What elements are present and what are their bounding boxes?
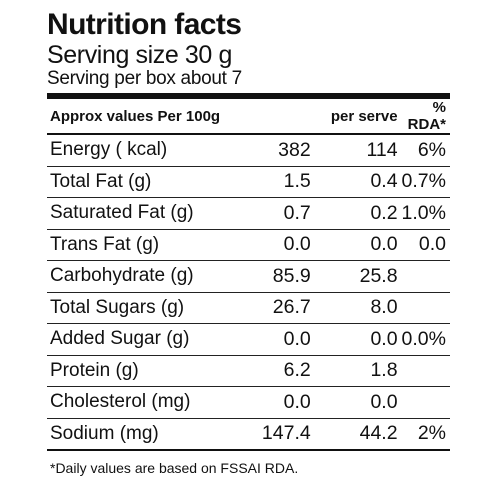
value-per-serve: 0.4 <box>314 166 402 198</box>
table-row: Protein (g) 6.2 1.8 <box>47 355 450 387</box>
value-per-100g: 0.0 <box>207 386 315 419</box>
nutrient-name: Cholesterol (mg) <box>47 386 208 419</box>
value-per-100g: 0.0 <box>207 323 315 356</box>
value-rda: 2% <box>401 418 450 451</box>
table-row: Added Sugar (g) 0.0 0.0 0.0% <box>47 323 450 356</box>
table-row: Sodium (mg) 147.4 44.2 2% <box>47 418 450 451</box>
nutrient-name: Energy ( kcal) <box>47 134 208 167</box>
nutrient-name: Saturated Fat (g) <box>47 197 208 230</box>
nutrient-name: Sodium (mg) <box>47 418 208 451</box>
table-row: Trans Fat (g) 0.0 0.0 0.0 <box>47 229 450 261</box>
value-per-serve: 0.0 <box>314 386 402 419</box>
table-row: Saturated Fat (g) 0.7 0.2 1.0% <box>47 197 450 230</box>
value-rda <box>401 292 450 324</box>
value-per-serve: 0.2 <box>314 197 402 230</box>
value-rda: 0.0 <box>401 229 450 261</box>
value-per-serve: 8.0 <box>314 292 402 324</box>
header-per-serve: per serve <box>314 99 402 135</box>
footnote: *Daily values are based on FSSAI RDA. <box>50 460 299 476</box>
value-per-serve: 114 <box>314 134 402 167</box>
nutrient-name: Total Fat (g) <box>47 166 208 198</box>
value-per-100g: 1.5 <box>207 166 315 198</box>
value-rda <box>401 355 450 387</box>
value-rda: 1.0% <box>401 197 450 230</box>
value-per-100g: 382 <box>207 134 315 167</box>
value-per-serve: 0.0 <box>314 323 402 356</box>
value-per-serve: 0.0 <box>314 229 402 261</box>
table-row: Carbohydrate (g) 85.9 25.8 <box>47 260 450 293</box>
value-rda <box>401 260 450 293</box>
table-row: Total Fat (g) 1.5 0.4 0.7% <box>47 166 450 198</box>
value-rda: 0.0% <box>401 323 450 356</box>
table-row: Total Sugars (g) 26.7 8.0 <box>47 292 450 324</box>
nutrient-name: Carbohydrate (g) <box>47 260 208 293</box>
value-per-serve: 44.2 <box>314 418 402 451</box>
value-per-100g: 0.7 <box>207 197 315 230</box>
nutrient-name: Protein (g) <box>47 355 208 387</box>
value-per-100g: 26.7 <box>207 292 315 324</box>
value-per-100g: 147.4 <box>207 418 315 451</box>
value-per-100g: 6.2 <box>207 355 315 387</box>
value-rda <box>401 386 450 419</box>
nutrition-label: Nutrition facts Serving size 30 g Servin… <box>47 8 450 477</box>
value-per-serve: 1.8 <box>314 355 402 387</box>
header-per-100g: Approx values Per 100g <box>47 99 315 135</box>
value-per-serve: 25.8 <box>314 260 402 293</box>
nutrition-table: Approx values Per 100g per serve % RDA* … <box>47 99 450 451</box>
table-row: Cholesterol (mg) 0.0 0.0 <box>47 386 450 419</box>
servings-per-box: Serving per box about 7 <box>47 68 242 89</box>
table-row: Energy ( kcal) 382 114 6% <box>47 134 450 167</box>
value-per-100g: 85.9 <box>207 260 315 293</box>
value-rda: 0.7% <box>401 166 450 198</box>
nutrient-name: Added Sugar (g) <box>47 323 208 356</box>
value-rda: 6% <box>401 134 450 167</box>
thick-divider <box>47 93 450 99</box>
table-header-row: Approx values Per 100g per serve % RDA* <box>47 99 450 135</box>
nutrient-name: Total Sugars (g) <box>47 292 208 324</box>
label-title: Nutrition facts <box>47 8 242 41</box>
value-per-100g: 0.0 <box>207 229 315 261</box>
nutrient-name: Trans Fat (g) <box>47 229 208 261</box>
serving-size: Serving size 30 g <box>47 41 232 69</box>
header-rda: % RDA* <box>401 99 450 135</box>
